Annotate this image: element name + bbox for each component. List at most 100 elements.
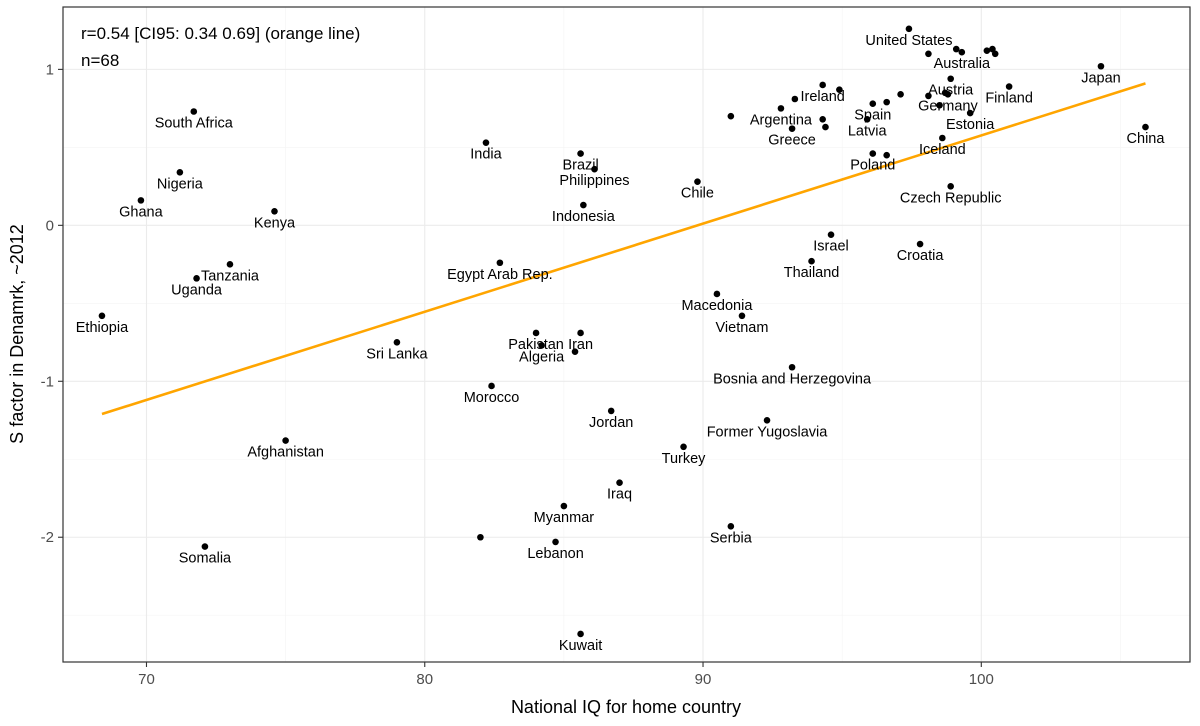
data-point [763,416,771,424]
point-label: Iceland [919,142,966,158]
point-label: Iraq [607,487,632,503]
point-label: Bosnia and Herzegovina [713,371,872,387]
point-label: United States [865,33,952,49]
y-tick-label: 0 [46,217,54,234]
data-point [1142,123,1149,131]
point-label: Latvia [848,123,888,139]
data-point [947,183,954,190]
point-label: Algeria [519,349,565,365]
point-labels: United States Australia Japan Finland Irelan… [76,33,1166,654]
point-label: Nigeria [157,176,204,192]
data-point [98,312,106,320]
major-gridlines [63,7,1190,662]
point-label: Somalia [179,551,232,567]
data-point [713,290,721,298]
point-label: Morocco [464,390,520,406]
y-tick-label: -2 [41,529,54,546]
data-point [836,86,843,93]
point-label: Tanzania [201,268,260,284]
data-point [496,259,504,267]
minor-gridlines [63,7,1190,662]
point-label: Ethiopia [76,320,129,336]
regression-line-layer [101,82,1146,416]
data-point [616,479,623,486]
annotation-correlation: r=0.54 [CI95: 0.34 0.69] (orange line) [81,24,360,43]
data-point [952,45,960,53]
data-point [738,312,746,320]
data-point [488,382,495,390]
data-point [869,100,877,107]
data-point [577,329,584,337]
point-label: Kuwait [559,638,603,654]
data-point [193,275,200,282]
annotation-n: n=68 [81,51,119,70]
point-label: Spain [854,108,891,124]
point-label: Egypt Arab Rep. [447,267,553,283]
point-label: Australia [934,56,991,72]
data-point [916,240,924,248]
x-tick-label: 90 [695,671,712,688]
data-point [788,363,796,371]
data-point [944,91,952,98]
point-label: South Africa [155,115,234,131]
data-point [1097,62,1105,70]
data-point [591,165,598,173]
point-label: Croatia [897,248,945,264]
data-point [788,125,796,132]
data-point [905,25,913,33]
point-label: Vietnam [716,320,769,336]
data-point [201,543,209,550]
data-point [1005,83,1013,90]
x-tick-label: 80 [416,671,433,688]
data-point [560,502,568,510]
data-point [190,108,198,115]
data-point [827,231,835,238]
point-label: Lebanon [527,546,583,562]
data-point [532,329,540,337]
data-point [869,150,877,157]
data-point [271,207,278,215]
point-label: Philippines [559,173,629,189]
x-tick-label: 100 [969,671,994,688]
data-point [958,48,966,56]
data-point [939,134,946,142]
point-label: Jordan [589,415,633,431]
regression-line [101,82,1146,416]
data-point [393,338,401,346]
y-axis-title: S factor in Denamrk, ~2012 [7,224,27,444]
point-label: Pakistan [508,337,564,353]
data-point [883,98,890,106]
point-label: Former Yugoslavia [707,424,829,440]
data-point [727,523,735,530]
point-label: Estonia [946,117,995,133]
data-point [482,139,490,146]
point-label: Kenya [254,215,296,231]
data-point [607,407,615,415]
data-point [883,151,890,159]
data-point [777,105,785,112]
data-point [925,92,932,100]
point-label: Brazil [562,158,598,174]
point-label: Austria [928,83,974,99]
data-point [791,95,799,103]
axis-tick-labels: 70 80 90 100 1 0 -1 -2 [41,61,994,688]
data-point [863,115,871,123]
data-point [947,75,954,83]
x-tick-label: 70 [138,671,155,688]
point-label: Serbia [710,530,753,546]
x-axis-title: National IQ for home country [511,697,741,717]
point-label: Iran [568,337,593,353]
point-label: Indonesia [552,209,616,225]
point-label: Czech Republic [900,190,1002,206]
data-point [552,538,559,546]
data-point [577,150,584,157]
data-point [925,50,932,58]
data-point [819,81,826,89]
data-point [808,257,815,265]
point-label: Germany [918,98,978,114]
data-point [176,169,184,176]
data-point [727,112,735,120]
point-label: Israel [813,239,848,255]
data-points [98,25,1149,638]
